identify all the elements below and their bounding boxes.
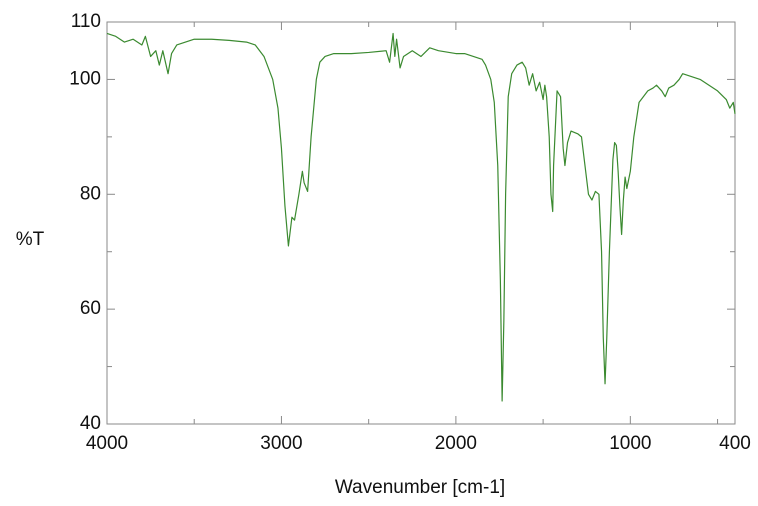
x-tick-label: 1000 [609,433,651,454]
x-tick-label: 400 [719,433,751,454]
y-tick-label: 100 [69,68,101,89]
plot-frame [106,21,736,425]
x-tick-label: 4000 [86,433,128,454]
y-tick-label: 40 [80,413,101,434]
x-tick-label: 2000 [435,433,477,454]
x-axis-label: Wavenumber [cm-1] [335,477,505,498]
y-tick-label: 60 [80,298,101,319]
x-tick-label: 3000 [260,433,302,454]
spectrum-line [106,32,736,402]
y-tick-label: 80 [80,183,101,204]
y-axis-label: %T [16,229,45,250]
y-tick-label: 110 [71,11,101,32]
